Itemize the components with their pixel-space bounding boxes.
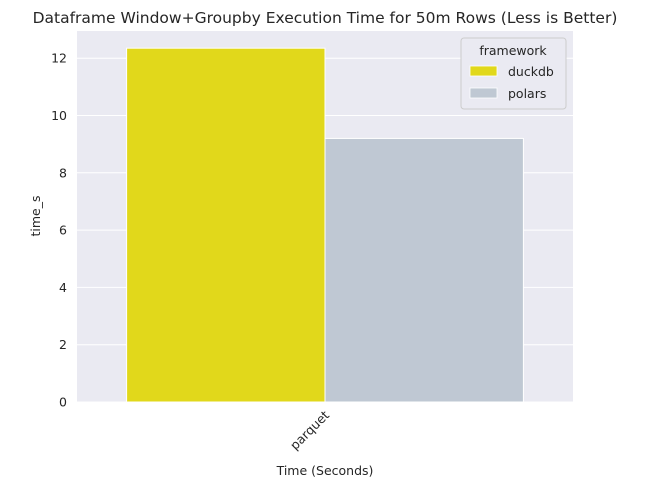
- x-tick-labels: parquet: [287, 407, 332, 452]
- legend-title: framework: [479, 43, 547, 58]
- legend-label-polars: polars: [508, 86, 546, 101]
- chart-title: Dataframe Window+Groupby Execution Time …: [33, 9, 618, 27]
- y-tick-label: 4: [59, 280, 67, 295]
- y-tick-label: 6: [59, 223, 67, 238]
- bar-polars: [324, 137, 524, 403]
- legend-swatch-duckdb: [469, 65, 498, 77]
- y-axis-label: time_s: [28, 195, 43, 236]
- legend-swatch-polars: [469, 87, 498, 99]
- legend: framework duckdb polars: [460, 37, 567, 110]
- bar-duckdb: [126, 47, 326, 403]
- legend-label-duckdb: duckdb: [508, 64, 554, 79]
- y-tick-label: 10: [51, 108, 67, 123]
- x-axis-label: Time (Seconds): [276, 463, 374, 478]
- y-tick-labels: 0 2 4 6 8 10 12: [51, 51, 67, 410]
- y-tick-label: 8: [59, 165, 67, 180]
- y-tick-label: 12: [51, 51, 67, 66]
- x-tick-label: parquet: [287, 407, 332, 452]
- y-tick-label: 2: [59, 337, 67, 352]
- bars: [126, 47, 524, 403]
- y-tick-label: 0: [59, 395, 67, 410]
